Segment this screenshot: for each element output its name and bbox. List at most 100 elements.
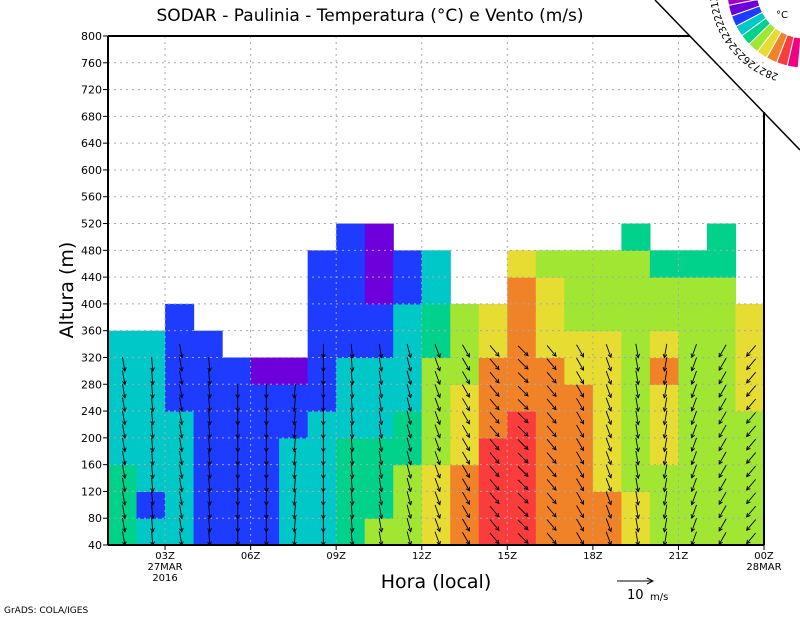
temperature-cell — [421, 277, 451, 305]
wind-arrow — [150, 357, 155, 373]
wind-arrow — [235, 410, 241, 426]
temperature-cell — [393, 491, 423, 519]
temperature-cell — [592, 330, 622, 359]
wind-arrow-shaft — [350, 397, 353, 412]
wind-arrow — [718, 438, 727, 452]
wind-arrow-shaft — [517, 345, 529, 357]
wind-arrow — [662, 397, 668, 413]
wind-arrow-head — [292, 474, 297, 480]
temperature-cell — [735, 437, 765, 466]
wind-arrow-shaft — [462, 411, 470, 425]
wind-arrow-shaft — [663, 517, 668, 532]
wind-arrow-head — [321, 421, 326, 426]
wind-scale-arrowhead — [646, 577, 655, 585]
wind-arrow — [718, 357, 727, 372]
wind-arrow-head — [607, 460, 612, 466]
wind-arrow-shaft — [179, 531, 183, 546]
wind-arrow-head — [122, 474, 127, 480]
wind-arrow-head — [465, 433, 470, 439]
wind-arrow-shaft — [576, 491, 584, 505]
wind-arrow-head — [321, 367, 326, 373]
wind-arrow — [576, 478, 585, 492]
wind-arrow — [517, 466, 529, 477]
wind-arrow-shaft — [378, 357, 383, 372]
wind-arrow-shaft — [605, 477, 612, 492]
wind-arrow-head — [207, 394, 212, 399]
wind-arrow — [207, 383, 212, 399]
wind-arrow-head — [690, 433, 696, 439]
wind-arrow-shaft — [208, 370, 211, 385]
temperature-cell — [222, 384, 252, 412]
wind-arrow-head — [436, 500, 441, 506]
wind-arrow-shaft — [462, 357, 470, 371]
wind-arrow — [662, 450, 668, 466]
wind-arrow-shaft — [462, 384, 470, 398]
wind-arrow-shaft — [605, 531, 612, 546]
wind-arrow — [546, 425, 557, 438]
x-tick-sublabel: 27MAR — [147, 562, 182, 573]
wind-arrow-shaft — [718, 384, 727, 398]
wind-arrow-head — [607, 487, 612, 493]
temperature-cell — [336, 411, 366, 439]
wind-arrow — [434, 518, 441, 533]
wind-arrow-head — [436, 433, 441, 439]
wind-arrow-shaft — [434, 384, 441, 398]
wind-arrow — [662, 491, 668, 506]
wind-arrow-shaft — [663, 397, 668, 412]
wind-arrow-shaft — [434, 491, 441, 505]
wind-arrow — [746, 438, 757, 451]
wind-arrow-head — [263, 447, 269, 453]
wind-arrow-shaft — [718, 505, 727, 518]
wind-arrow — [605, 370, 612, 386]
wind-arrow — [462, 371, 470, 385]
wind-arrow-head — [690, 406, 696, 412]
wind-arrow-shaft — [517, 425, 529, 437]
temperature-cell — [364, 303, 394, 332]
wind-arrow-head — [407, 460, 413, 466]
wind-arrow — [406, 437, 413, 453]
wind-arrow-head — [207, 407, 212, 413]
wind-arrow-head — [690, 353, 696, 359]
wind-arrow — [605, 504, 612, 519]
temperature-cell — [336, 384, 366, 412]
temperature-cell — [250, 464, 280, 493]
wind-arrow-head — [207, 474, 212, 480]
wind-arrow — [378, 450, 384, 466]
wind-arrow-head — [579, 500, 585, 505]
wind-arrow — [690, 491, 697, 506]
wind-arrow-head — [207, 514, 212, 520]
wind-arrow-head — [321, 354, 326, 359]
wind-arrow-shaft — [378, 343, 383, 358]
wind-arrow-shaft — [517, 466, 529, 477]
wind-arrow-shaft — [293, 383, 296, 398]
wind-arrow — [690, 384, 697, 399]
legend-diagonal-line — [654, 0, 800, 151]
wind-arrow — [462, 451, 470, 465]
wind-arrow-shaft — [546, 452, 557, 464]
wind-arrow-shaft — [691, 504, 697, 519]
wind-arrow — [122, 477, 127, 493]
wind-scale-key: 10 m/s — [617, 577, 668, 603]
wind-arrow-shaft — [546, 371, 557, 384]
wind-arrow-head — [349, 514, 355, 520]
wind-arrow — [517, 533, 529, 544]
wind-arrow-head — [378, 380, 384, 386]
wind-arrow — [349, 450, 355, 466]
temperature-cell — [706, 250, 737, 278]
wind-arrow-shaft — [350, 450, 353, 465]
wind-arrow — [292, 477, 297, 493]
wind-arrow-head — [465, 473, 470, 479]
legend-swatch — [741, 17, 772, 45]
wind-arrow — [263, 383, 269, 399]
legend-swatch — [765, 31, 789, 64]
wind-arrow-head — [495, 539, 500, 545]
temperature-cell — [279, 491, 309, 519]
wind-arrow-shaft — [663, 424, 668, 439]
wind-arrow-head — [662, 380, 668, 386]
wind-arrow — [517, 479, 529, 491]
wind-arrow — [179, 343, 184, 359]
wind-arrow-head — [378, 514, 384, 520]
wind-arrow-head — [523, 365, 529, 370]
wind-arrow — [179, 383, 184, 399]
wind-arrow — [605, 491, 612, 506]
